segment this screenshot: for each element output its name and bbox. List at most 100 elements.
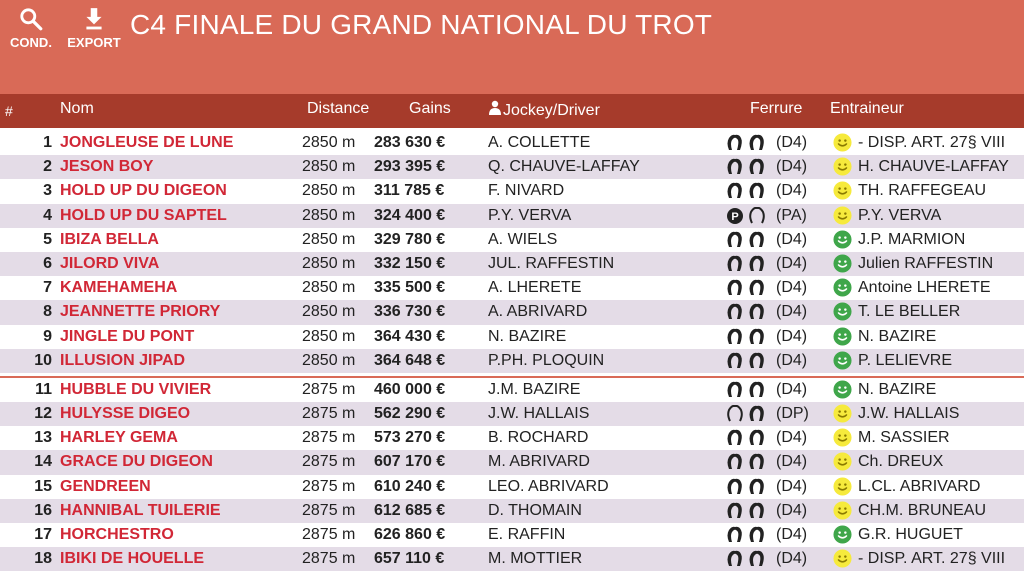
table-row[interactable]: 11 HUBBLE DU VIVIER 2875 m 460 000 € J.M. BA…	[0, 375, 1024, 405]
download-icon	[86, 8, 102, 30]
horseshoe-icon	[749, 183, 765, 199]
jockey-name: A. COLLETTE	[488, 134, 591, 151]
green-smiley-icon	[833, 230, 852, 249]
horse-name-link[interactable]: JONGLEUSE DE LUNE	[60, 134, 234, 151]
row-number: 14	[34, 453, 52, 471]
column-header-entraineur[interactable]: Entraineur	[830, 100, 904, 117]
green-smiley-icon	[833, 525, 852, 544]
table-row[interactable]: 17 HORCHESTRO 2875 m 626 860 € E. RAFFIN (D4…	[0, 523, 1024, 548]
trainer-form-indicator	[833, 452, 852, 477]
ferrure-code: (D4)	[776, 158, 808, 176]
horse-name-link[interactable]: GRACE DU DIGEON	[60, 453, 213, 471]
horse-name-link[interactable]: HORCHESTRO	[60, 526, 174, 543]
table-row[interactable]: 7 KAMEHAMEHA 2850 m 335 500 € A. LHERETE (D4…	[0, 276, 1024, 301]
horse-name-link[interactable]: HARLEY GEMA	[60, 429, 178, 447]
table-row[interactable]: 2 JESON BOY 2850 m 293 395 € Q. CHAUVE-LAFFA…	[0, 155, 1024, 180]
row-number: 13	[34, 429, 52, 447]
ferrure-code: (D4)	[776, 380, 808, 398]
horseshoe-icon	[749, 526, 765, 542]
horse-name-link[interactable]: HANNIBAL TUILERIE	[60, 501, 221, 519]
trainer-name: J.W. HALLAIS	[858, 405, 960, 423]
gains-value: 283 630 €	[374, 134, 446, 151]
trainer-name: G.R. HUGUET	[858, 526, 963, 543]
trainer-form-indicator	[833, 380, 852, 405]
trainer-name: P.Y. VERVA	[858, 206, 942, 224]
horse-name-link[interactable]: JEANNETTE PRIORY	[60, 303, 221, 321]
table-row[interactable]: 12 HULYSSE DIGEO 2875 m 562 290 € J.W. HALLA…	[0, 402, 1024, 429]
table-row[interactable]: 9 JINGLE DU PONT 2850 m 364 430 € N. BAZIRE …	[0, 324, 1024, 352]
cond-label: COND.	[10, 35, 52, 50]
horseshoe-icon	[749, 279, 765, 296]
row-number: 15	[34, 477, 52, 495]
ferrure-code: (D4)	[776, 303, 808, 321]
ferrure-code: (D4)	[776, 526, 808, 543]
trainer-name: N. BAZIRE	[858, 327, 937, 345]
trainer-form-indicator	[833, 326, 852, 352]
trainer-form-indicator	[833, 404, 852, 429]
horse-name-link[interactable]: GENDREEN	[60, 477, 151, 495]
table-row[interactable]: 13 HARLEY GEMA 2875 m 573 270 € B. ROCHARD (…	[0, 426, 1024, 451]
horseshoe-icon	[749, 454, 765, 470]
table-row[interactable]: 4 HOLD UP DU SAPTEL 2850 m 324 400 € P.Y. VE…	[0, 203, 1024, 231]
ferrure-icons	[726, 303, 766, 323]
column-header-distance[interactable]: Distance	[307, 100, 370, 117]
row-number: 16	[34, 501, 52, 519]
table-row[interactable]: 10 ILLUSION JIPAD 2850 m 364 648 € P.PH. PLO…	[0, 348, 1024, 376]
column-header-num[interactable]: #	[5, 103, 13, 119]
export-label: EXPORT	[67, 35, 121, 50]
horse-name-link[interactable]: HUBBLE DU VIVIER	[60, 380, 212, 398]
trainer-form-indicator	[833, 351, 852, 376]
horse-name-link[interactable]: IBIKI DE HOUELLE	[60, 550, 205, 568]
ferrure-code: (D4)	[776, 182, 808, 200]
yellow-smiley-icon	[833, 501, 852, 520]
horseshoe-icon	[749, 158, 765, 175]
horse-name-link[interactable]: HOLD UP DU DIGEON	[60, 182, 227, 200]
distance-value: 2875 m	[302, 501, 356, 519]
distance-value: 2850 m	[302, 351, 356, 369]
trainer-form-indicator	[833, 206, 852, 231]
horse-name-link[interactable]: HULYSSE DIGEO	[60, 405, 191, 423]
ferrure-icons	[726, 134, 766, 154]
yellow-smiley-icon	[833, 428, 852, 447]
table-row[interactable]: 14 GRACE DU DIGEON 2875 m 607 170 € M. ABRIV…	[0, 450, 1024, 477]
ferrure-code: (D4)	[776, 429, 808, 447]
horse-name-link[interactable]: IBIZA BELLA	[60, 230, 159, 248]
gains-value: 364 430 €	[374, 327, 446, 345]
table-row[interactable]: 5 IBIZA BELLA 2850 m 329 780 € A. WIELS (D4)…	[0, 227, 1024, 252]
horseshoe-icon	[749, 352, 765, 368]
horse-name-link[interactable]: JINGLE DU PONT	[60, 327, 195, 345]
gains-value: 607 170 €	[374, 453, 446, 471]
horse-name-link[interactable]: ILLUSION JIPAD	[60, 351, 186, 369]
horseshoe-icon	[727, 255, 742, 271]
horse-name-link[interactable]: JILORD VIVA	[60, 254, 160, 272]
horseshoe-icon	[749, 255, 765, 271]
ferrure-icons	[726, 502, 766, 522]
table-row[interactable]: 1 JONGLEUSE DE LUNE 2850 m 283 630 € A. COLL…	[0, 131, 1024, 156]
table-row[interactable]: 6 JILORD VIVA 2850 m 332 150 € JUL. RAFFESTI…	[0, 251, 1024, 277]
jockey-icon	[489, 100, 501, 115]
table-row[interactable]: 18 IBIKI DE HOUELLE 2875 m 657 110 € M. MOTT…	[0, 547, 1024, 572]
gains-value: 293 395 €	[374, 158, 446, 176]
cond-button[interactable]: COND.	[8, 6, 54, 50]
horse-name-link[interactable]: KAMEHAMEHA	[60, 279, 178, 297]
export-button[interactable]: EXPORT	[66, 6, 122, 50]
ferrure-code: (D4)	[776, 477, 808, 495]
horse-name-link[interactable]: JESON BOY	[60, 158, 154, 176]
horse-name-link[interactable]: HOLD UP DU SAPTEL	[60, 206, 227, 224]
trainer-name: Julien RAFFESTIN	[858, 254, 994, 272]
ferrure-icons	[726, 231, 766, 251]
jockey-name: M. MOTTIER	[488, 550, 583, 568]
column-header-nom[interactable]: Nom	[60, 100, 94, 117]
table-row[interactable]: 15 GENDREEN 2875 m 610 240 € LEO. ABRIVARD (…	[0, 474, 1024, 499]
unshod-horseshoe-icon	[749, 206, 766, 224]
horseshoe-icon	[749, 328, 765, 344]
plaque-horseshoe-icon: P	[727, 207, 743, 224]
table-row[interactable]: 8 JEANNETTE PRIORY 2850 m 336 730 € A. ABRIV…	[0, 300, 1024, 325]
trainer-name: Ch. DREUX	[858, 453, 944, 471]
column-header-ferrure[interactable]: Ferrure	[750, 100, 803, 117]
table-row[interactable]: 3 HOLD UP DU DIGEON 2850 m 311 785 € F. NIVA…	[0, 179, 1024, 204]
ferrure-icons	[726, 158, 766, 178]
column-header-gains[interactable]: Gains	[409, 100, 451, 117]
column-header-jockey[interactable]: Jockey/Driver	[488, 100, 600, 120]
table-row[interactable]: 16 HANNIBAL TUILERIE 2875 m 612 685 € D. THO…	[0, 498, 1024, 523]
